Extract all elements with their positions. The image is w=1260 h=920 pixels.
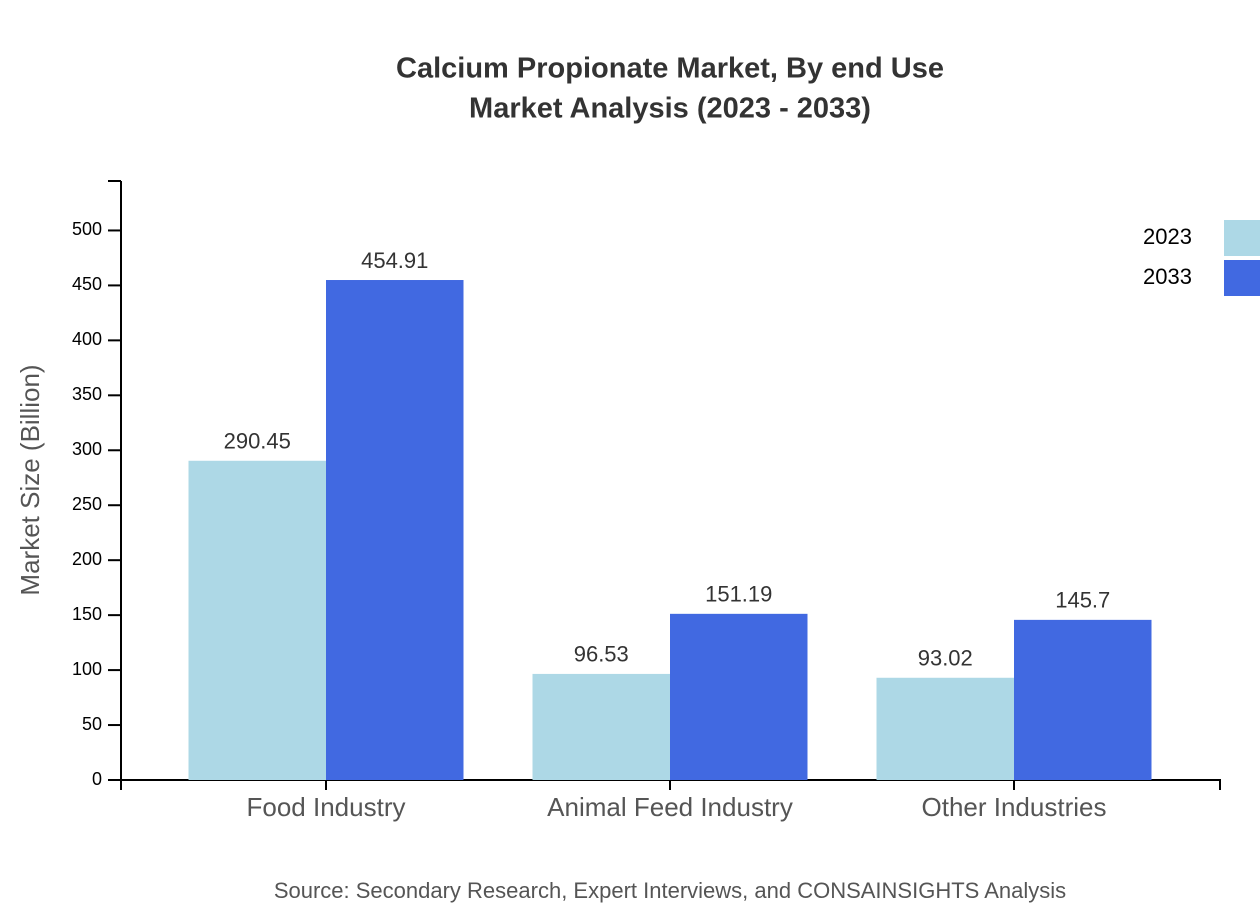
y-tick-label: 100 <box>72 659 102 679</box>
legend-swatch <box>1224 220 1260 256</box>
data-label: 290.45 <box>224 429 291 454</box>
bar <box>188 460 326 780</box>
legend-label: 2023 <box>1143 224 1192 249</box>
source-note: Source: Secondary Research, Expert Inter… <box>274 878 1066 903</box>
y-tick-label: 300 <box>72 439 102 459</box>
x-tick-label: Food Industry <box>247 792 406 822</box>
y-tick-label: 0 <box>92 769 102 789</box>
y-tick-label: 450 <box>72 274 102 294</box>
y-tick-label: 50 <box>82 714 102 734</box>
data-label: 96.53 <box>574 642 629 667</box>
legend-swatch <box>1224 260 1260 296</box>
bar <box>876 677 1014 780</box>
chart-subtitle: Market Analysis (2023 - 2033) <box>469 93 871 125</box>
x-tick-label: Animal Feed Industry <box>547 792 793 822</box>
bar <box>326 280 464 780</box>
bar <box>532 673 670 780</box>
y-tick-label: 400 <box>72 329 102 349</box>
y-tick-label: 200 <box>72 549 102 569</box>
bar <box>1014 619 1152 780</box>
y-tick-label: 150 <box>72 604 102 624</box>
y-tick-label: 500 <box>72 219 102 239</box>
data-label: 93.02 <box>918 646 973 671</box>
legend-label: 2033 <box>1143 264 1192 289</box>
chart-title: Calcium Propionate Market, By end Use <box>396 53 944 85</box>
data-label: 151.19 <box>705 582 772 607</box>
y-tick-label: 250 <box>72 494 102 514</box>
x-tick-label: Other Industries <box>922 792 1107 822</box>
y-tick-label: 350 <box>72 384 102 404</box>
bar <box>670 613 808 780</box>
data-label: 145.7 <box>1055 588 1110 613</box>
data-label: 454.91 <box>361 248 428 273</box>
y-axis-label: Market Size (Billion) <box>15 364 45 595</box>
